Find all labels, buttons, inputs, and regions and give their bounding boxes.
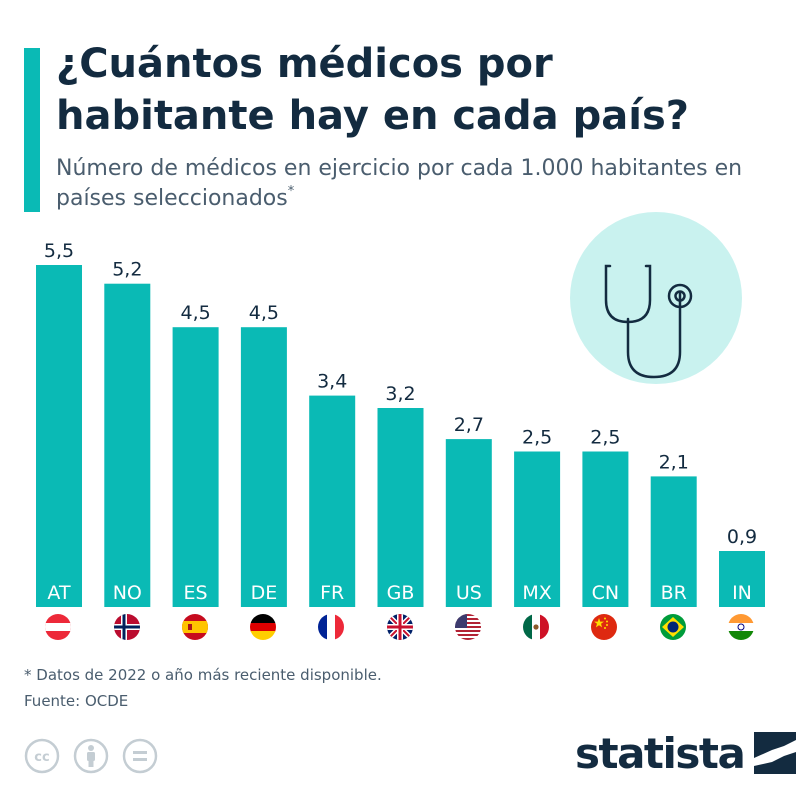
france-flag-icon	[318, 614, 344, 640]
bar-gb	[377, 408, 424, 607]
value-label-es: 4,5	[180, 302, 210, 324]
mexico-flag-icon	[523, 614, 549, 640]
stethoscope-icon	[570, 212, 742, 384]
no-derivatives-icon[interactable]	[122, 738, 158, 774]
value-label-no: 5,2	[112, 259, 142, 281]
china-flag-icon	[591, 614, 617, 640]
subtitle-footnote-mark: *	[287, 184, 295, 199]
statista-brand[interactable]: statista	[575, 728, 797, 778]
bar-br	[650, 476, 697, 607]
category-label-mx: MX	[522, 582, 551, 604]
usa-flag-icon	[455, 614, 481, 640]
value-label-at: 5,5	[44, 240, 74, 262]
value-label-gb: 3,2	[385, 383, 415, 405]
category-label-fr: FR	[320, 582, 344, 604]
value-label-br: 2,1	[659, 451, 689, 473]
subtitle-text: Número de médicos en ejercicio por cada …	[56, 156, 743, 211]
title-accent-bar	[24, 48, 40, 212]
category-label-de: DE	[251, 582, 278, 604]
bar-de	[240, 327, 287, 607]
category-label-in: IN	[732, 582, 752, 604]
value-label-fr: 3,4	[317, 371, 347, 393]
norway-flag-icon	[114, 614, 140, 640]
bar-fr	[309, 395, 356, 607]
category-label-no: NO	[113, 582, 142, 604]
bar-at	[36, 265, 82, 607]
brand-name: statista	[575, 728, 746, 778]
value-label-cn: 2,5	[590, 427, 620, 449]
category-label-us: US	[456, 582, 482, 604]
category-label-gb: GB	[387, 582, 415, 604]
chart-subtitle: Número de médicos en ejercicio por cada …	[56, 154, 786, 214]
svg-text:cc: cc	[34, 750, 49, 765]
bar-cn	[582, 451, 629, 607]
source-note: Fuente: OCDE	[24, 692, 129, 710]
cc-icon[interactable]: cc	[24, 738, 60, 774]
brazil-flag-icon	[660, 614, 686, 640]
value-label-mx: 2,5	[522, 427, 552, 449]
uk-flag-icon	[387, 614, 413, 640]
austria-flag-icon	[45, 614, 71, 640]
germany-flag-icon	[250, 614, 276, 640]
bar-chart: 5,5 AT 5,2 NO 4,5 ES 4,5 DE 3,4 FR 3,2 GB 2,7 US 2,5 MX…	[36, 240, 765, 607]
category-label-es: ES	[184, 582, 208, 604]
value-label-us: 2,7	[454, 414, 484, 436]
value-label-in: 0,9	[727, 526, 757, 548]
bar-mx	[514, 451, 561, 607]
category-label-at: AT	[47, 582, 71, 604]
category-label-br: BR	[661, 582, 687, 604]
attribution-icon[interactable]	[73, 738, 109, 774]
bar-es	[172, 327, 219, 607]
page-title: ¿Cuántos médicos por habitante hay en ca…	[56, 41, 689, 139]
bar-no	[104, 283, 151, 607]
category-label-cn: CN	[592, 582, 619, 604]
footnote: * Datos de 2022 o año más reciente dispo…	[24, 666, 382, 684]
bar-in	[719, 551, 765, 607]
value-label-de: 4,5	[249, 302, 279, 324]
statista-logo-icon	[754, 732, 797, 774]
bar-us	[445, 439, 492, 607]
spain-flag-icon	[182, 614, 208, 640]
india-flag-icon	[728, 614, 754, 640]
